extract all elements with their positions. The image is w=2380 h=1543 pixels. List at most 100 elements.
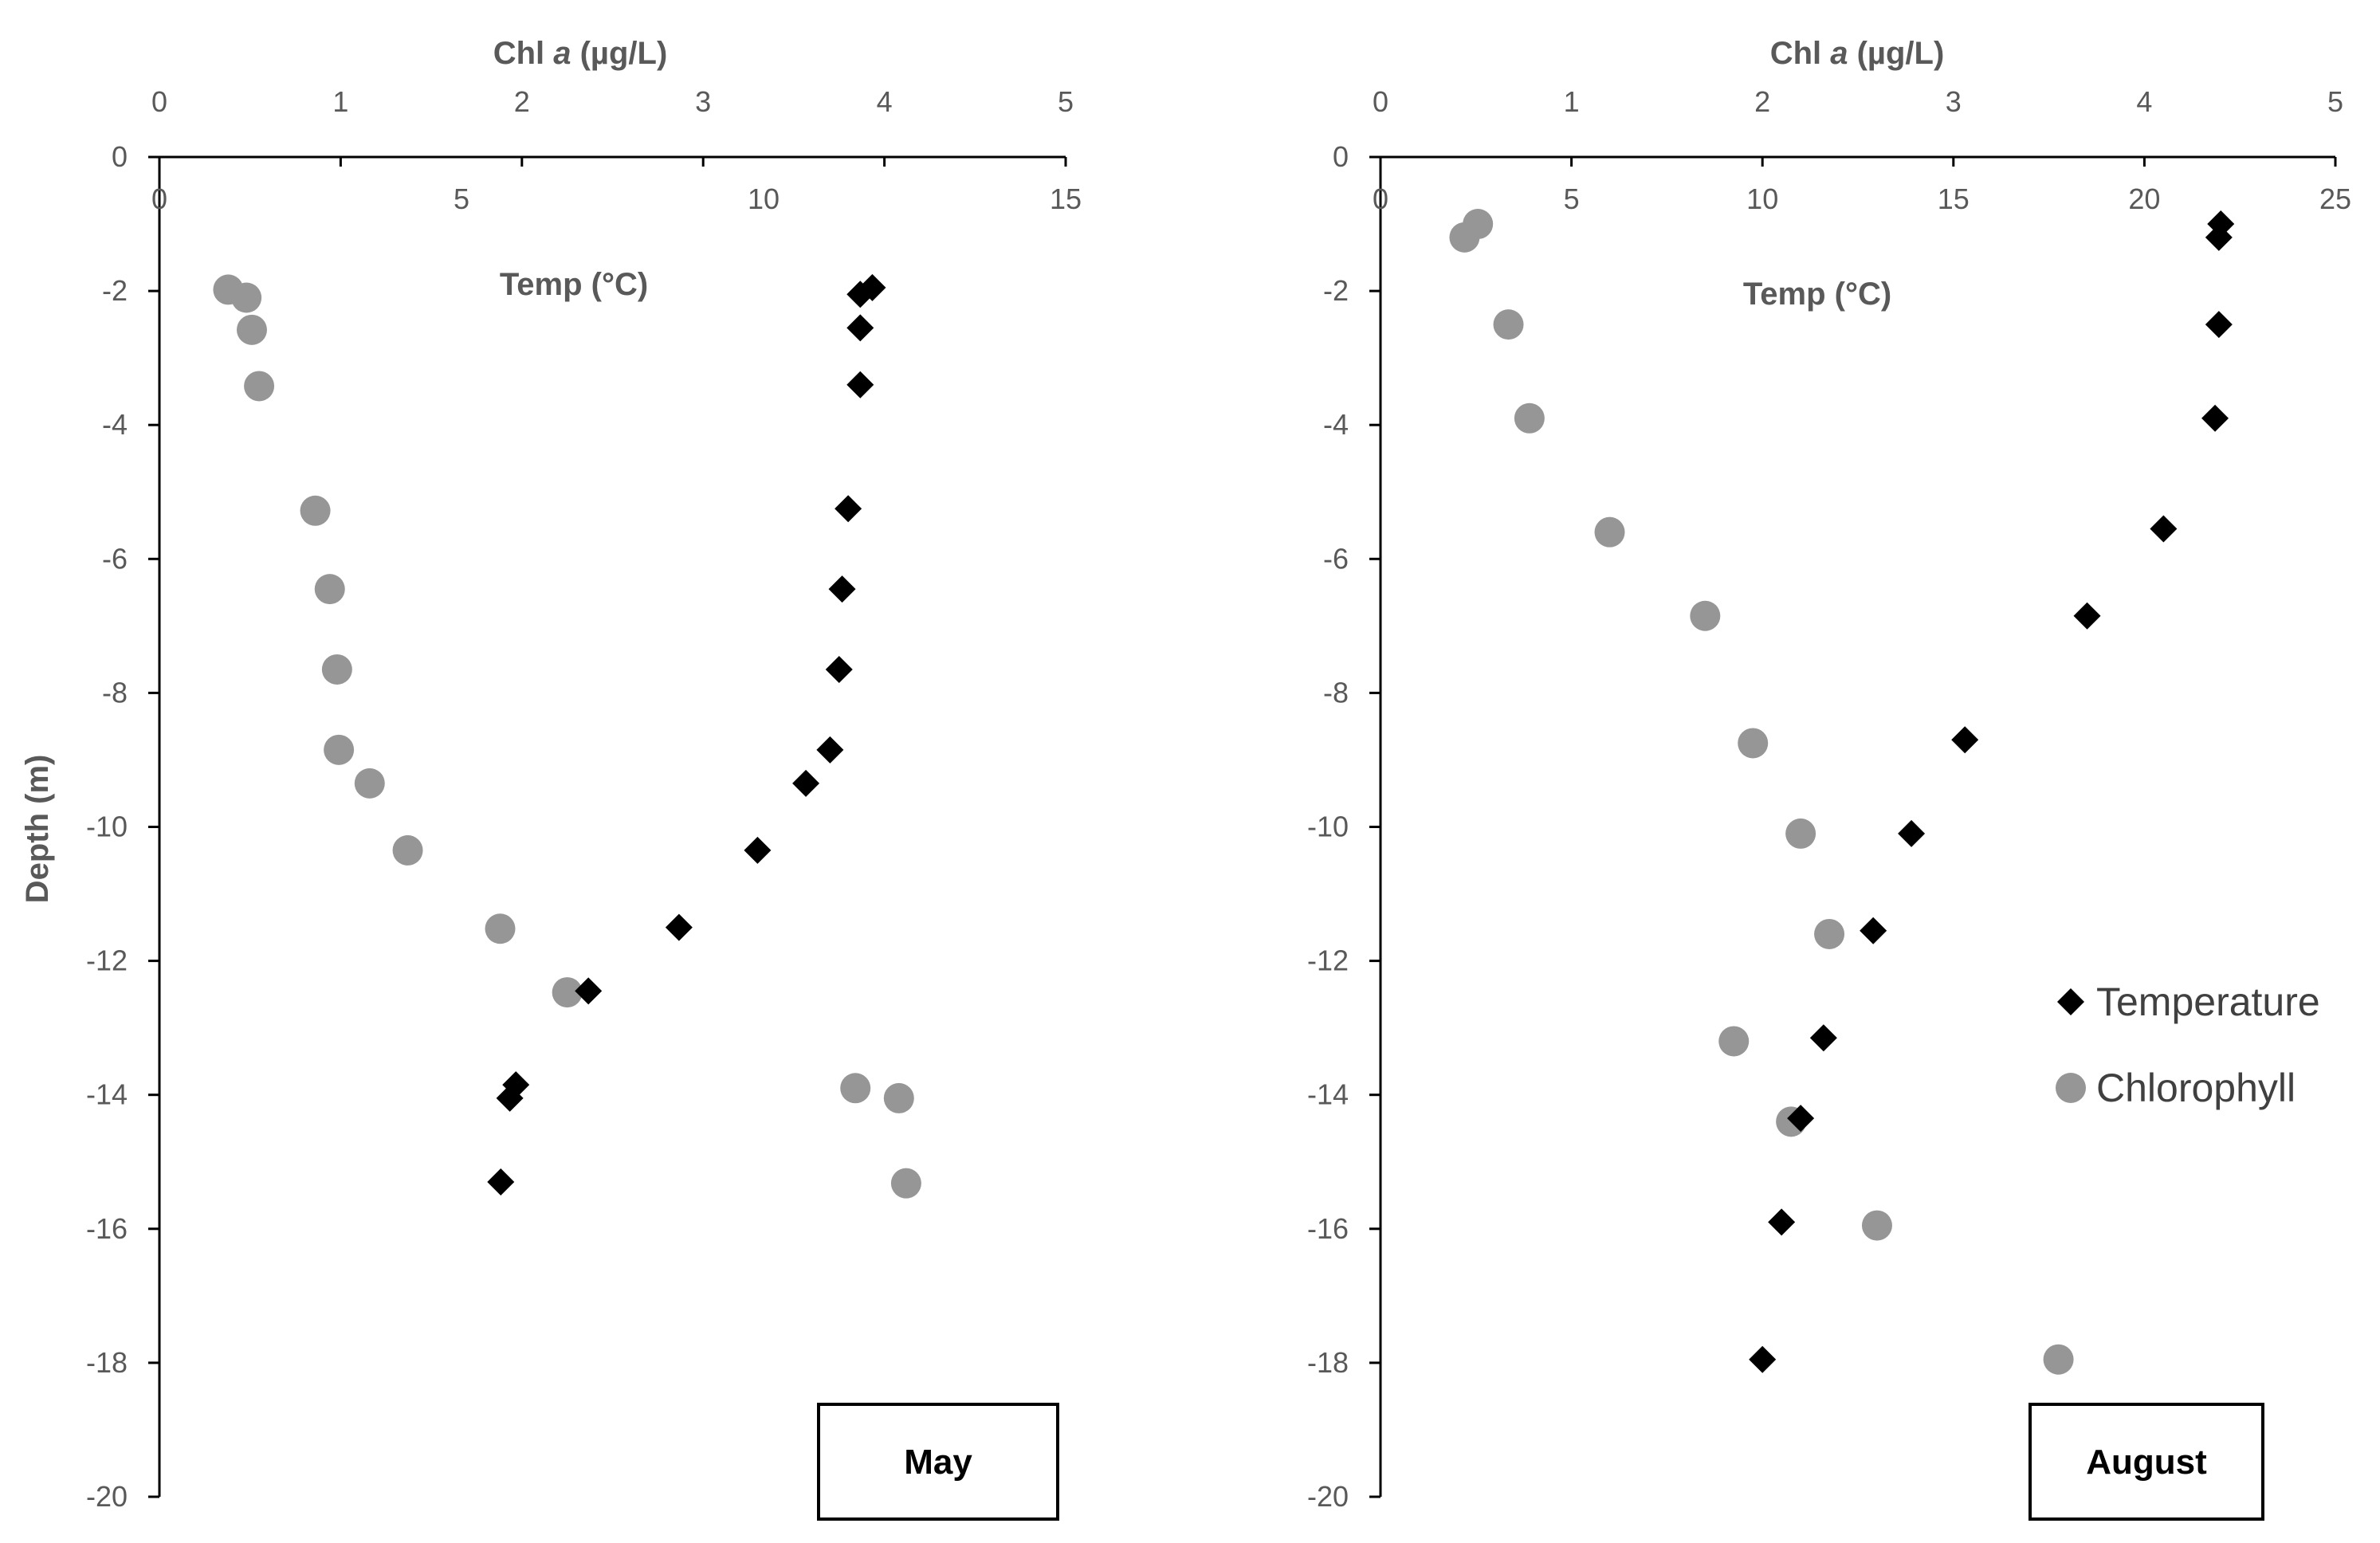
may-chlorophyll-point: [485, 913, 516, 944]
may-top-tick-label: 2: [514, 85, 530, 118]
august-temperature-point: [2201, 404, 2229, 432]
august-chlorophyll-point: [1861, 1210, 1892, 1241]
may-temperature-point: [665, 913, 693, 941]
may-y-tick-label: -8: [102, 676, 128, 709]
august-y-tick-label: -2: [1323, 274, 1349, 307]
august-temp-tick-label: 20: [2128, 183, 2160, 215]
may-chlorophyll-point: [244, 371, 275, 402]
may-temperature-point: [496, 1084, 524, 1112]
august-temperature-point: [1809, 1024, 1837, 1052]
may-y-tick-label: -4: [102, 408, 128, 441]
august-top-tick-label: 0: [1373, 85, 1388, 118]
may-series-chlorophyll: [213, 274, 921, 1199]
may-depth-axis-label: Depth (m): [20, 755, 55, 904]
august-temp-axis-title: Temp (°C): [1743, 277, 1891, 312]
may-chlorophyll-point: [552, 977, 583, 1008]
august-chlorophyll-point: [1738, 728, 1769, 759]
august-y-tick-label: -6: [1323, 542, 1349, 575]
may-temperature-point: [575, 977, 603, 1005]
august-label-box: [2028, 1403, 2264, 1521]
august-series-chlorophyll: [1449, 209, 2074, 1375]
august-temperature-point: [2073, 602, 2101, 630]
may-y-tick-label: -18: [86, 1346, 128, 1379]
chl-title-suffix: (µg/L): [571, 36, 668, 71]
august-temperature-point: [1898, 819, 1926, 847]
may-temp-axis-title: Temp (°C): [500, 267, 648, 302]
august-y-tick-label: -10: [1307, 811, 1349, 843]
may-y-tick-label: -12: [86, 944, 128, 977]
may-label-text: May: [904, 1443, 972, 1482]
may-y-tick-label: -16: [86, 1212, 128, 1245]
august-y-tick-label: -20: [1307, 1480, 1349, 1513]
august-temperature-point: [1749, 1345, 1777, 1373]
legend-marker-chlorophyll: [2056, 1073, 2086, 1103]
august-chlorophyll-point: [1785, 818, 1816, 849]
may-chlorophyll-point: [300, 495, 331, 526]
august-temperature-point: [1860, 917, 1887, 944]
august-temperature-point: [2205, 311, 2233, 339]
may-temperature-point: [835, 495, 862, 523]
august-y-tick-label: -16: [1307, 1212, 1349, 1245]
august-temperature-point: [1768, 1208, 1796, 1236]
august-temperature-point: [1951, 726, 1979, 754]
may-top-tick-label: 3: [695, 85, 711, 118]
august-series-temperature: [1749, 210, 2235, 1373]
august-temp-tick-label: 0: [1373, 183, 1388, 215]
august-chlorophyll-point: [1493, 309, 1524, 340]
may-temp-tick-label: 5: [454, 183, 469, 215]
august-chlorophyll-point: [1514, 402, 1545, 434]
august-chlorophyll-point: [1594, 516, 1625, 548]
may-top-tick-label: 0: [151, 85, 167, 118]
legend-label-chlorophyll: Chlorophyll: [2096, 1066, 2296, 1110]
august-label-text: August: [2086, 1443, 2207, 1482]
may-y-tick-label: -2: [102, 274, 128, 307]
august-chlorophyll-point: [1449, 222, 1480, 253]
chl-title-prefix: Chl: [493, 36, 554, 71]
august-y-tick-label: -12: [1307, 944, 1349, 977]
may-chlorophyll-point: [321, 654, 352, 685]
august-temperature-point: [1787, 1105, 1815, 1133]
may-chlorophyll-point: [883, 1082, 914, 1113]
august-temperature-point: [2205, 223, 2233, 251]
may-top-tick-label: 4: [877, 85, 893, 118]
august-chlorophyll-point: [1690, 600, 1721, 631]
august-top-tick-label: 2: [1754, 85, 1770, 118]
may-temperature-point: [828, 575, 856, 603]
august-y-tick-label: -18: [1307, 1346, 1349, 1379]
may-top-tick-label: 1: [332, 85, 348, 118]
legend-label-temperature: Temperature: [2096, 980, 2320, 1024]
may-temperature-point: [846, 371, 874, 399]
may-chlorophyll-point: [890, 1168, 921, 1199]
may-y-tick-label: -20: [86, 1480, 128, 1513]
august-top-tick-label: 4: [2136, 85, 2152, 118]
may-temp-tick-label: 0: [151, 183, 167, 215]
chl-title-suffix: (µg/L): [1848, 36, 1945, 71]
august-temperature-point: [2150, 515, 2178, 543]
august-temp-tick-label: 5: [1564, 183, 1580, 215]
legend-item-chlorophyll: Chlorophyll: [2056, 1066, 2296, 1110]
may-chlorophyll-point: [840, 1073, 871, 1104]
may-top-tick-label: 5: [1058, 85, 1074, 118]
may-chlorophyll-point: [231, 282, 262, 313]
legend-item-temperature: Temperature: [2057, 980, 2320, 1024]
may-temperature-point: [846, 314, 874, 342]
august-top-tick-label: 5: [2327, 85, 2343, 118]
may-temp-tick-label: 10: [748, 183, 780, 215]
may-label-box: [817, 1403, 1059, 1521]
legend-marker-temperature: [2057, 988, 2084, 1015]
may-temperature-point: [792, 769, 820, 797]
chl-title-italic: a: [1830, 36, 1848, 71]
august-temp-tick-label: 10: [1746, 183, 1778, 215]
may-chlorophyll-point: [314, 574, 345, 605]
may-y-tick-label: -10: [86, 811, 128, 843]
august-y-tick-label: -4: [1323, 408, 1349, 441]
may-temperature-point: [744, 836, 772, 864]
may-chlorophyll-point: [354, 768, 385, 799]
august-top-tick-label: 3: [1946, 85, 1962, 118]
chl-title-prefix: Chl: [1770, 36, 1831, 71]
august-y-tick-label: -14: [1307, 1078, 1349, 1111]
august-chlorophyll-point: [1814, 918, 1845, 949]
may-chlorophyll-point: [392, 834, 423, 866]
